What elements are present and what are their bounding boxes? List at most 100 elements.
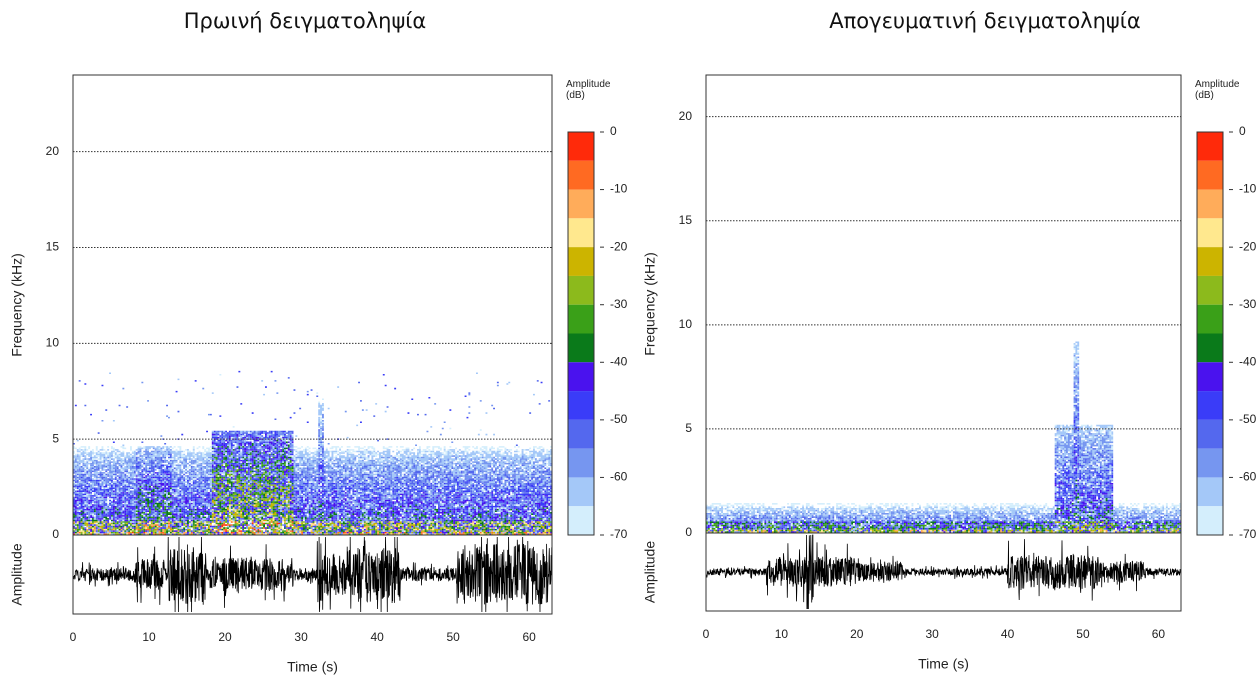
colorbar-tick-label: -70 bbox=[610, 527, 628, 541]
spectrogram-texture bbox=[73, 452, 552, 536]
colorbar-swatch bbox=[568, 189, 594, 219]
colorbar-tick-label: -60 bbox=[1239, 470, 1257, 484]
colorbar-swatch bbox=[1197, 391, 1223, 420]
y-tick-label: 5 bbox=[52, 431, 59, 445]
colorbar-swatch bbox=[568, 132, 594, 161]
plot-frame bbox=[72, 74, 553, 615]
colorbar-swatch bbox=[568, 333, 594, 363]
colorbar-swatch bbox=[1197, 362, 1223, 392]
x-axis-label: Time (s) bbox=[918, 656, 969, 672]
colorbar-title: Amplitude (dB) bbox=[566, 79, 611, 101]
colorbar-title: Amplitude (dB) bbox=[1195, 79, 1240, 101]
x-tick-label: 20 bbox=[850, 627, 864, 641]
colorbar-tick-label: -60 bbox=[610, 470, 628, 484]
spectrogram-texture bbox=[706, 378, 1181, 533]
colorbar-swatch bbox=[1197, 275, 1223, 305]
colorbar-swatch bbox=[1197, 160, 1223, 190]
x-tick-label: 10 bbox=[775, 627, 789, 641]
spectrogram-texture bbox=[73, 518, 551, 536]
colorbar-swatch bbox=[568, 218, 594, 248]
amplitude-label: Amplitude bbox=[642, 541, 658, 603]
spectrogram-texture bbox=[713, 521, 1178, 533]
colorbar-title-box: Amplitude (dB) bbox=[566, 79, 611, 101]
colorbar-tick-label: -30 bbox=[610, 297, 628, 311]
y-tick-label: 20 bbox=[46, 144, 60, 158]
x-tick-label: 40 bbox=[370, 630, 384, 644]
x-tick-label: 20 bbox=[218, 630, 232, 644]
spectrogram-texture bbox=[719, 521, 1180, 533]
colorbar-swatch bbox=[1197, 419, 1223, 449]
colorbar-tick-label: -20 bbox=[1239, 239, 1257, 253]
colorbar-frame bbox=[567, 131, 595, 536]
y-tick-label: 10 bbox=[46, 336, 60, 350]
spectrogram-texture bbox=[706, 341, 1181, 533]
colorbar-swatch bbox=[1197, 247, 1223, 276]
colorbar-tick-label: -50 bbox=[1239, 412, 1257, 426]
spectrogram-texture bbox=[73, 370, 552, 536]
waveform-texture bbox=[705, 534, 1182, 610]
colorbar-swatch bbox=[568, 362, 594, 392]
colorbar-swatch bbox=[1197, 218, 1223, 248]
x-tick-label: 50 bbox=[446, 630, 460, 644]
colorbar-tick-label: 0 bbox=[610, 124, 617, 138]
x-tick-label: 0 bbox=[703, 627, 710, 641]
y-axis-label: Frequency (kHz) bbox=[642, 252, 658, 355]
colorbar-swatch bbox=[568, 391, 594, 420]
y-axis-label: Frequency (kHz) bbox=[9, 253, 25, 356]
x-tick-label: 50 bbox=[1076, 627, 1090, 641]
spectrogram-texture bbox=[709, 479, 1180, 533]
x-tick-label: 0 bbox=[70, 630, 77, 644]
colorbar-tick-label: -40 bbox=[610, 354, 628, 368]
colorbar-swatch bbox=[1197, 448, 1223, 478]
colorbar-frame bbox=[1196, 131, 1224, 536]
spectrogram-texture bbox=[707, 529, 1180, 533]
spectrogram-texture bbox=[73, 374, 552, 536]
spectrogram-texture bbox=[706, 523, 1174, 533]
chart-title: Απογευματινή δειγματοληψία bbox=[829, 9, 1140, 33]
colorbar-title-box: Amplitude (dB) bbox=[1195, 79, 1240, 101]
chart: Απογευματινή δειγματοληψία 0 5 10 15 20 0 10 20 3… bbox=[642, 9, 1257, 672]
colorbar-swatch bbox=[568, 247, 594, 276]
colorbar-swatch bbox=[1197, 333, 1223, 363]
x-tick-label: 10 bbox=[142, 630, 156, 644]
y-tick-label: 0 bbox=[52, 527, 59, 541]
colorbar-swatch bbox=[568, 506, 594, 535]
colorbar-tick-label: -30 bbox=[1239, 297, 1257, 311]
spectrogram-texture bbox=[706, 354, 1181, 533]
colorbar-tick-label: 0 bbox=[1239, 124, 1246, 138]
colorbar-tick-label: -10 bbox=[1239, 182, 1257, 196]
colorbar-swatch bbox=[568, 477, 594, 507]
colorbar-swatch bbox=[1197, 506, 1223, 535]
colorbar-swatch bbox=[568, 275, 594, 305]
y-tick-label: 15 bbox=[46, 240, 60, 254]
spectrogram-texture bbox=[706, 344, 1181, 533]
colorbar-swatch bbox=[1197, 189, 1223, 219]
waveform-texture bbox=[72, 536, 553, 613]
y-tick-label: 20 bbox=[679, 109, 693, 123]
amplitude-label: Amplitude bbox=[9, 543, 25, 605]
y-tick-label: 0 bbox=[685, 525, 692, 539]
spectrogram-texture bbox=[73, 377, 552, 536]
chart: Πρωινή δειγματοληψία 0 5 10 15 20 0 10 20 30 40 50 6… bbox=[9, 9, 628, 675]
spectrogram-texture bbox=[73, 380, 552, 536]
y-tick-label: 5 bbox=[685, 421, 692, 435]
colorbar-swatch bbox=[1197, 477, 1223, 507]
colorbar-tick-label: -50 bbox=[610, 412, 628, 426]
y-tick-label: 10 bbox=[679, 317, 693, 331]
colorbar-swatch bbox=[1197, 304, 1223, 334]
colorbar-tick-label: -40 bbox=[1239, 354, 1257, 368]
colorbar-tick-label: -10 bbox=[610, 182, 628, 196]
x-tick-label: 40 bbox=[1001, 627, 1015, 641]
spectrogram-texture bbox=[73, 372, 552, 536]
x-tick-label: 30 bbox=[294, 630, 308, 644]
x-tick-label: 60 bbox=[1152, 627, 1166, 641]
colorbar-swatch bbox=[568, 160, 594, 190]
plot-frame bbox=[705, 74, 1182, 612]
colorbar-tick-label: -20 bbox=[610, 239, 628, 253]
colorbar-tick-label: -70 bbox=[1239, 527, 1257, 541]
colorbar-swatch bbox=[1197, 132, 1223, 161]
colorbar-swatch bbox=[568, 304, 594, 334]
colorbar-swatch bbox=[568, 419, 594, 449]
x-axis-label: Time (s) bbox=[287, 659, 338, 675]
